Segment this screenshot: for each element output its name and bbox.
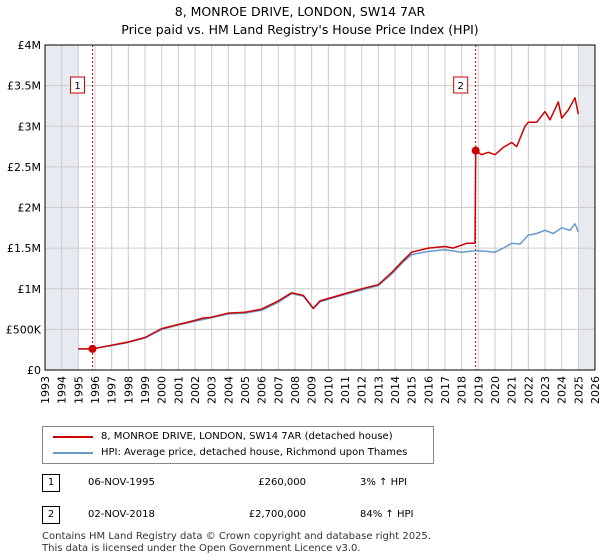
annotation-label: 2 xyxy=(457,81,463,92)
x-tick-label: 2008 xyxy=(289,376,302,404)
x-tick-label: 2020 xyxy=(489,376,502,404)
sale-number-badge: 1 xyxy=(42,474,60,492)
legend-swatch-hpi xyxy=(53,452,93,454)
legend-label-property: 8, MONROE DRIVE, LONDON, SW14 7AR (detac… xyxy=(101,431,393,442)
y-tick-label: £1.5M xyxy=(7,242,41,255)
footer-copyright: Contains HM Land Registry data © Crown c… xyxy=(42,531,431,542)
x-tick-label: 2018 xyxy=(456,376,469,404)
x-tick-label: 2007 xyxy=(272,376,285,404)
chart-legend: 8, MONROE DRIVE, LONDON, SW14 7AR (detac… xyxy=(42,426,434,464)
x-tick-label: 1995 xyxy=(72,376,85,404)
sale-hpi-change: 84% ↑ HPI xyxy=(360,509,414,520)
x-tick-label: 2001 xyxy=(172,376,185,404)
x-tick-label: 1996 xyxy=(89,376,102,404)
x-tick-label: 2022 xyxy=(522,376,535,404)
sale-price: £2,700,000 xyxy=(248,509,306,520)
x-tick-label: 2017 xyxy=(439,376,452,404)
sale-date: 02-NOV-2018 xyxy=(88,509,155,520)
x-tick-label: 2016 xyxy=(422,376,435,404)
x-tick-label: 2004 xyxy=(222,376,235,404)
sale-hpi-change: 3% ↑ HPI xyxy=(360,477,408,488)
x-tick-label: 2005 xyxy=(239,376,252,404)
x-tick-label: 2010 xyxy=(322,376,335,404)
x-tick-label: 2024 xyxy=(556,376,569,404)
sale-number-badge: 2 xyxy=(42,506,60,524)
sale-point xyxy=(471,146,480,155)
annotation-label: 1 xyxy=(74,81,80,92)
x-tick-label: 1997 xyxy=(106,376,119,404)
x-tick-label: 2000 xyxy=(156,376,169,404)
plot-frame xyxy=(44,44,596,371)
x-tick-label: 2011 xyxy=(339,376,352,404)
sale-price: £260,000 xyxy=(258,477,306,488)
x-tick-label: 2012 xyxy=(356,376,369,404)
y-tick-label: £3.5M xyxy=(7,80,41,93)
y-tick-label: £3M xyxy=(18,120,42,133)
x-tick-label: 2002 xyxy=(189,376,202,404)
sale-row: 1 06-NOV-1995 £260,000 3% ↑ HPI xyxy=(42,474,562,492)
x-tick-label: 2026 xyxy=(589,376,600,404)
y-tick-label: £2.5M xyxy=(7,161,41,174)
x-tick-label: 1998 xyxy=(122,376,135,404)
sale-point xyxy=(88,344,97,353)
y-tick-label: £1M xyxy=(18,283,42,296)
x-tick-label: 2009 xyxy=(306,376,319,404)
series-line-property xyxy=(78,97,580,350)
y-tick-label: £4M xyxy=(18,39,42,52)
annotation-box xyxy=(453,76,469,94)
x-tick-label: 1994 xyxy=(56,376,69,404)
x-tick-label: 2006 xyxy=(256,376,269,404)
x-tick-label: 2013 xyxy=(372,376,385,404)
x-tick-label: 1993 xyxy=(39,376,52,404)
chart-subtitle: Price paid vs. HM Land Registry's House … xyxy=(121,22,479,37)
sale-date: 06-NOV-1995 xyxy=(88,477,155,488)
x-tick-label: 2015 xyxy=(406,376,419,404)
legend-label-hpi: HPI: Average price, detached house, Rich… xyxy=(101,447,408,458)
y-tick-label: £500K xyxy=(6,323,42,336)
x-tick-label: 2025 xyxy=(572,376,585,404)
x-tick-label: 2023 xyxy=(539,376,552,404)
y-tick-label: £2M xyxy=(18,202,42,215)
legend-swatch-property xyxy=(53,436,93,438)
x-tick-label: 2014 xyxy=(389,376,402,404)
x-tick-label: 2019 xyxy=(472,376,485,404)
x-tick-label: 1999 xyxy=(139,376,152,404)
annotation-box xyxy=(70,76,85,94)
sale-row: 2 02-NOV-2018 £2,700,000 84% ↑ HPI xyxy=(42,506,562,524)
footer-licence: This data is licensed under the Open Gov… xyxy=(42,543,361,554)
x-tick-label: 2021 xyxy=(506,376,519,404)
price-chart: 1993 1994 1995 1996 1997 1998 1999 2000 2001 2002… xyxy=(6,39,600,404)
chart-title: 8, MONROE DRIVE, LONDON, SW14 7AR xyxy=(174,4,426,19)
x-tick-label: 2003 xyxy=(206,376,219,404)
y-tick-label: £0 xyxy=(27,364,41,377)
